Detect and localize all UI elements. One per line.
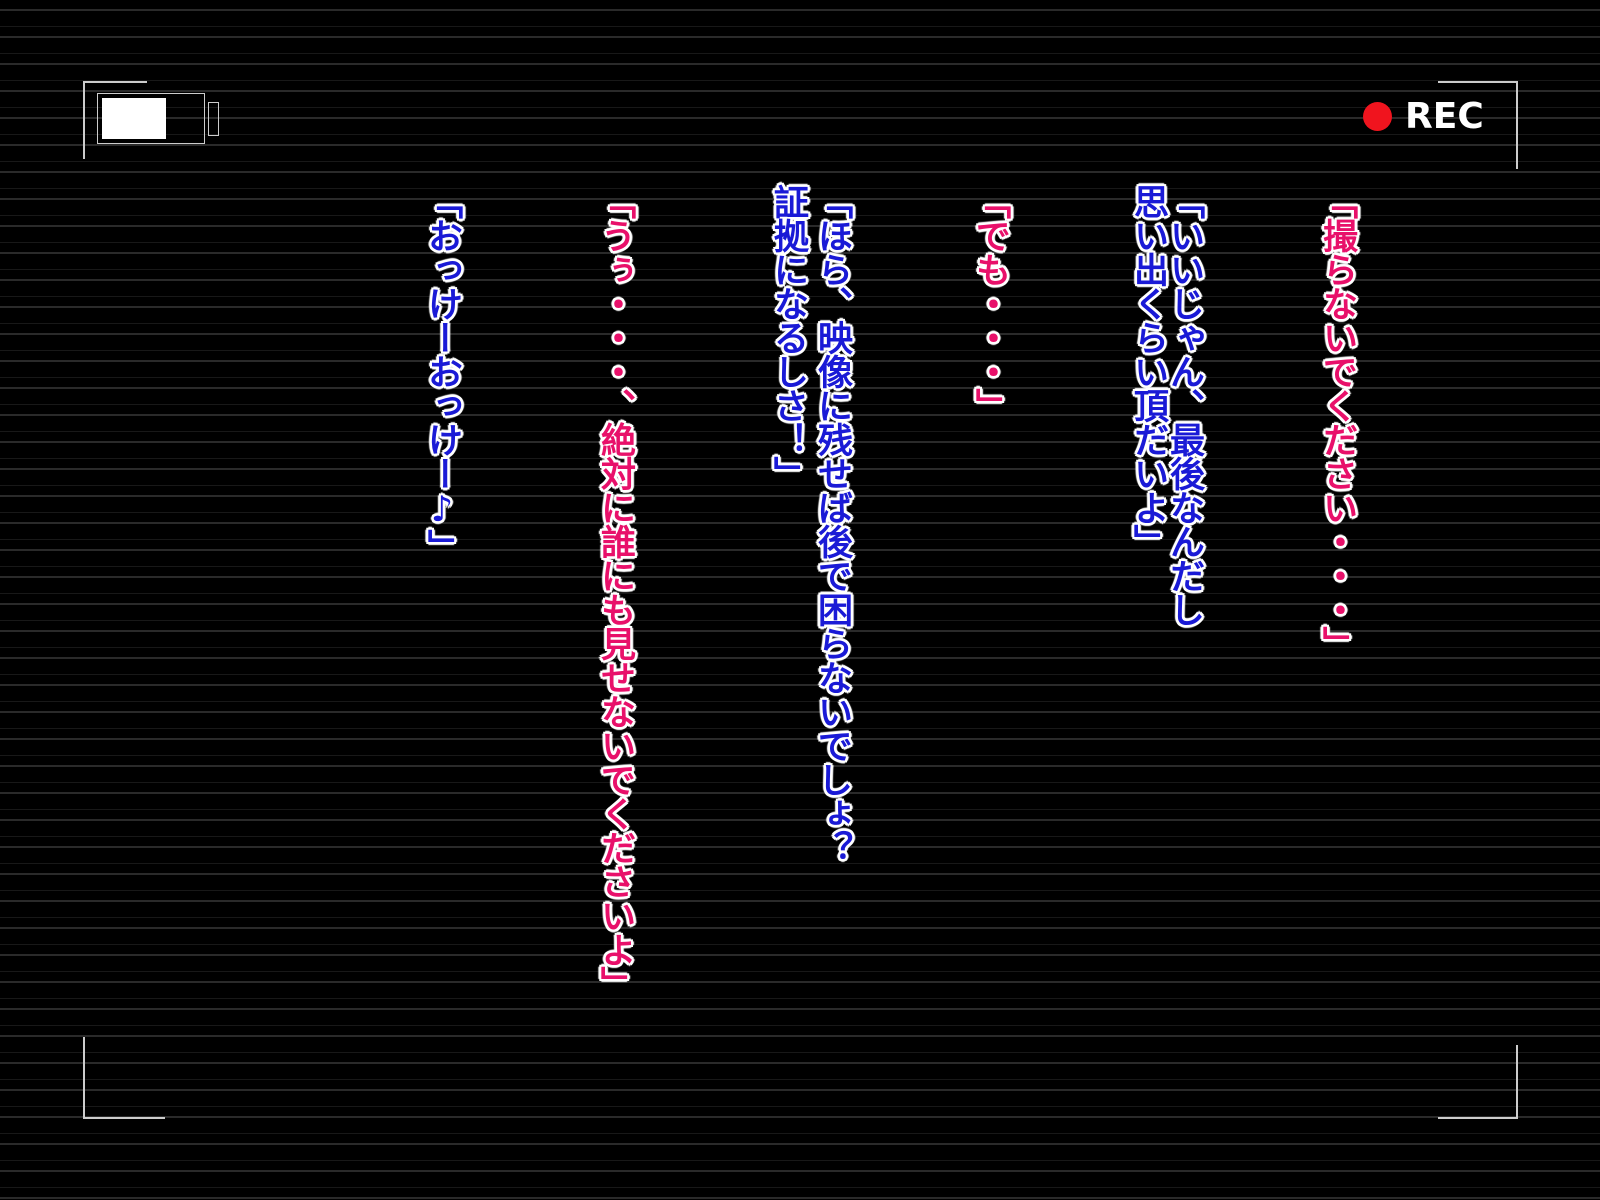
dialogue-line: 「撮らないでください・・・」 xyxy=(1317,184,1357,660)
battery-tip xyxy=(208,102,219,136)
dialogue-line: 「ほら、映像に残せば後で困らないでしょ？ xyxy=(812,184,852,864)
dialogue-line: 「うぅ・・・、絶対に誰にも見せないでくださいよ」 xyxy=(595,184,635,1000)
corner-bracket xyxy=(1438,1045,1518,1119)
dialogue-line: 「おっけーおっけー♪」 xyxy=(422,184,462,563)
corner-bracket xyxy=(83,1037,165,1119)
battery-level xyxy=(102,98,166,139)
corner-bracket xyxy=(83,81,147,159)
dialogue-line: 証拠になるしさ！」 xyxy=(768,184,808,490)
dialogue-line: 「でも・・・」 xyxy=(970,184,1010,422)
battery xyxy=(97,93,219,144)
rec-label: REC xyxy=(1405,96,1484,137)
rec-dot xyxy=(1363,102,1392,131)
dialogue-line: 「いいじゃん、最後なんだし xyxy=(1164,184,1204,626)
dialogue-line: 思い出くらい頂だいよ」 xyxy=(1128,184,1168,558)
corner-bracket xyxy=(1438,81,1518,169)
